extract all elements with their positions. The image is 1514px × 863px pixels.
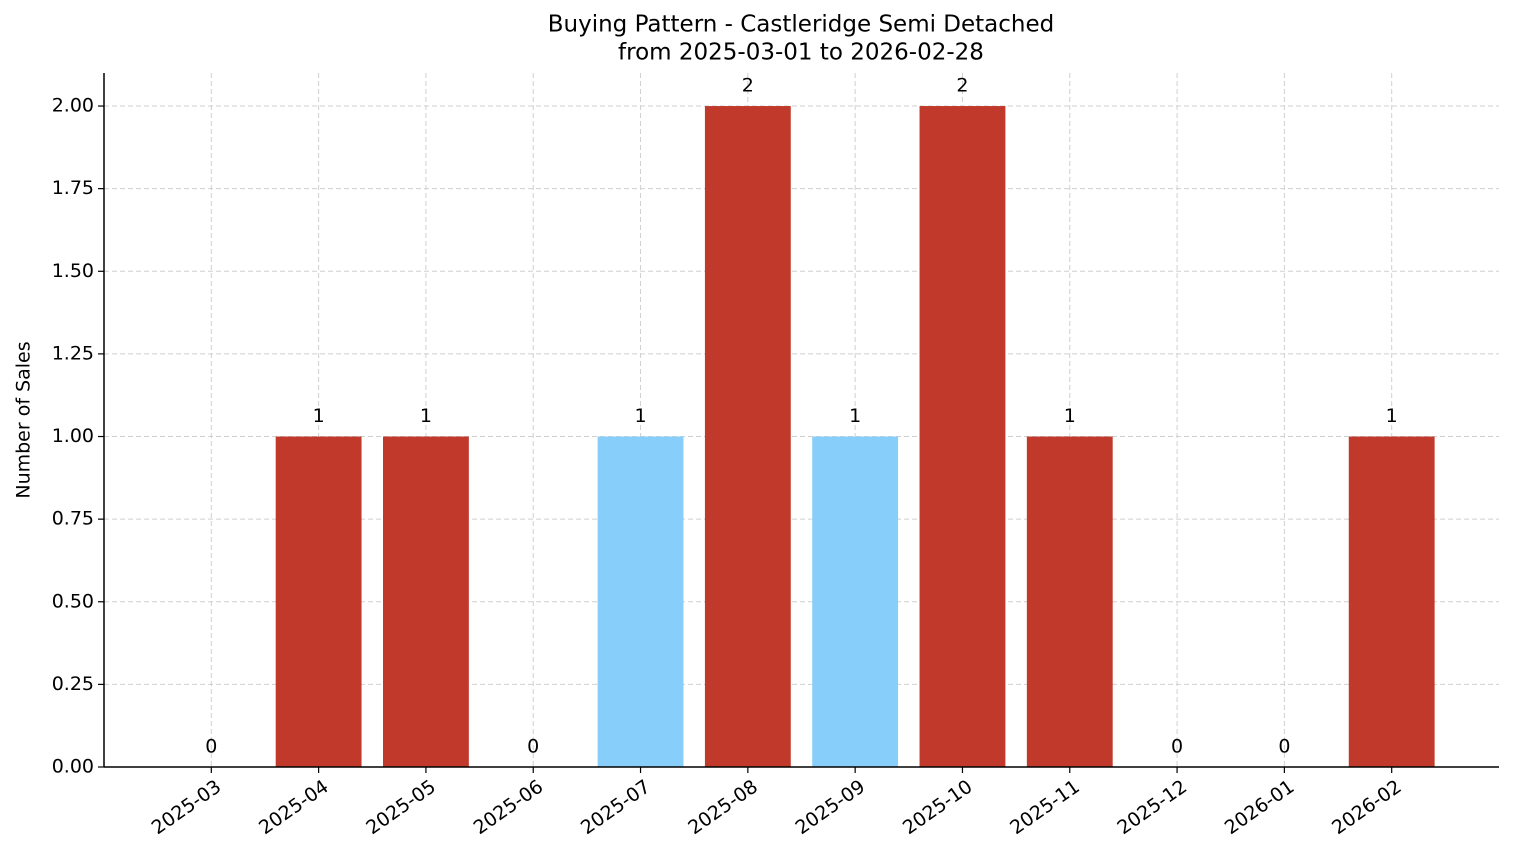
y-tick-label: 0.75: [52, 508, 94, 530]
value-label: 0: [1171, 736, 1183, 758]
value-label: 0: [1278, 736, 1290, 758]
bar: [597, 436, 684, 767]
value-label: 2: [742, 75, 754, 97]
bar: [919, 106, 1006, 768]
bar: [383, 436, 469, 767]
bar: [704, 106, 791, 768]
y-tick-label: 0.50: [52, 590, 94, 612]
x-tick-label: 2025-08: [684, 776, 762, 840]
y-tick-label: 1.00: [52, 425, 94, 447]
x-tick-label: 2025-11: [1006, 776, 1084, 840]
y-axis-label: Number of Sales: [13, 341, 35, 498]
bar: [1026, 436, 1113, 767]
y-tick-label: 1.50: [52, 260, 94, 282]
x-tick-label: 2025-04: [255, 776, 333, 840]
value-label: 0: [527, 736, 539, 758]
value-label: 1: [1386, 405, 1398, 427]
x-tick-label: 2025-09: [792, 776, 870, 840]
x-tick-label: 2026-02: [1328, 776, 1406, 840]
x-tick-label: 2025-03: [148, 776, 226, 840]
value-label: 0: [205, 736, 217, 758]
bar: [1348, 436, 1435, 767]
y-tick-label: 0.25: [52, 673, 94, 695]
value-label: 1: [313, 405, 325, 427]
x-tick-label: 2025-05: [362, 776, 440, 840]
y-tick-label: 1.25: [52, 342, 94, 364]
bar: [275, 436, 362, 767]
y-tick-label: 1.75: [52, 177, 94, 199]
x-tick-label: 2025-07: [577, 776, 655, 840]
value-label: 1: [420, 405, 432, 427]
chart-subtitle: from 2025-03-01 to 2026-02-28: [618, 40, 984, 66]
y-tick-label: 0.00: [52, 756, 94, 778]
x-tick-label: 2025-10: [899, 776, 977, 840]
x-tick-label: 2025-06: [470, 776, 548, 840]
x-tick-label: 2025-12: [1113, 776, 1191, 840]
y-tick-label: 2.00: [52, 95, 94, 117]
value-label: 2: [956, 75, 968, 97]
chart-title: Buying Pattern - Castleridge Semi Detach…: [548, 12, 1055, 38]
x-tick-label: 2026-01: [1221, 776, 1299, 840]
value-label: 1: [634, 405, 646, 427]
value-label: 1: [849, 405, 861, 427]
bar: [812, 436, 899, 767]
value-label: 1: [1064, 405, 1076, 427]
